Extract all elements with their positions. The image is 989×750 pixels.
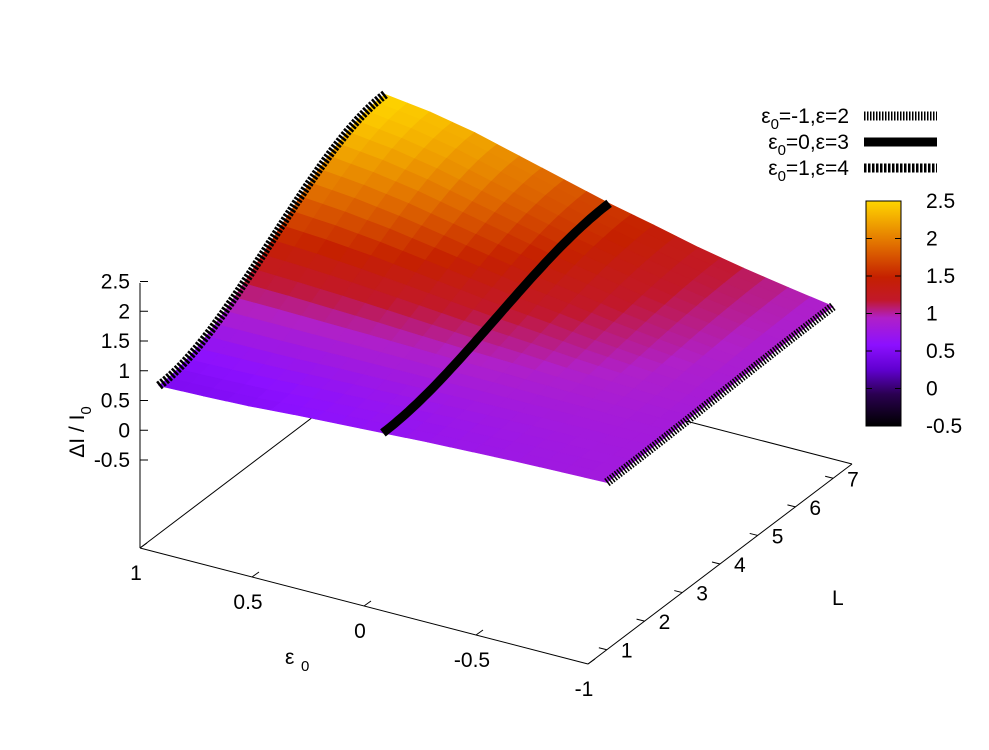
legend-label: ε0=1,ε=4 — [768, 157, 849, 185]
z-axis-label: ΔI / I0 — [66, 406, 95, 458]
z-tick-label: -0.5 — [94, 449, 130, 472]
y-tick-label: 0 — [354, 620, 366, 643]
y-tick-label: -0.5 — [454, 649, 490, 672]
y-tick-label: 1 — [130, 562, 142, 585]
x-axis-label: L — [832, 587, 844, 610]
z-tick-label: 0.5 — [101, 390, 130, 413]
z-tick-label: 1 — [118, 360, 130, 383]
x-tick — [711, 561, 721, 565]
legend: ε0=-1,ε=2ε0=0,ε=3ε0=1,ε=4 — [761, 105, 937, 185]
x-tick — [636, 618, 645, 622]
y-tick — [587, 658, 596, 665]
x-tick-label: 2 — [659, 611, 671, 634]
series-line-2 — [156, 90, 388, 390]
x-tick-label: 7 — [847, 468, 859, 491]
y-axis-label: ε 0 — [285, 646, 309, 675]
colorbar-tick-label: 2 — [926, 228, 938, 251]
x-tick — [674, 590, 683, 594]
z-tick-label: 2.5 — [101, 271, 130, 294]
svg-text:L: L — [832, 587, 844, 610]
x-tick — [749, 532, 758, 536]
series-line-1 — [380, 199, 612, 437]
axis-ticks: 1 2 3 4 5 6 7 1 0.5 0 -0.5 -1 2.5 2 1.5 1 0.5 0 -0.5 — [94, 271, 859, 702]
colorbar-tick-label: 0.5 — [926, 340, 955, 363]
y-tick — [363, 600, 372, 607]
colorbar-tick-label: 2.5 — [926, 190, 955, 213]
svg-text:ΔI / I0: ΔI / I0 — [66, 406, 95, 458]
x-tick-label: 4 — [734, 554, 746, 577]
z-tick-label: 0 — [118, 419, 130, 442]
x-tick-label: 5 — [772, 525, 784, 548]
x-tick — [598, 647, 607, 651]
x-tick — [825, 475, 834, 479]
y-tick — [475, 629, 484, 636]
z-tick-label: 1.5 — [101, 330, 130, 353]
x-tick — [787, 504, 796, 508]
colorbar-tick-label: -0.5 — [926, 415, 962, 438]
colorbar-tick-label: 0 — [926, 378, 938, 401]
x-tick-label: 6 — [809, 497, 821, 520]
data-curves — [156, 90, 836, 487]
colorbar-tick-label: 1 — [926, 303, 938, 326]
x-tick-label: 3 — [696, 583, 708, 606]
legend-label: ε0=0,ε=3 — [768, 131, 849, 159]
svg-text:0: 0 — [301, 658, 309, 675]
colorbar: 2.5 2 1.5 1 0.5 0 -0.5 — [865, 190, 962, 438]
y-tick — [251, 571, 260, 578]
y-tick — [139, 542, 148, 549]
y-tick-label: 0.5 — [233, 591, 262, 614]
svg-text:ε: ε — [285, 646, 294, 669]
colorbar-tick-label: 1.5 — [926, 265, 955, 288]
z-tick-label: 2 — [118, 300, 130, 323]
surface-plot — [158, 93, 834, 483]
y-tick-label: -1 — [575, 678, 594, 701]
x-tick-label: 1 — [621, 640, 633, 663]
legend-label: ε0=-1,ε=2 — [761, 105, 849, 133]
